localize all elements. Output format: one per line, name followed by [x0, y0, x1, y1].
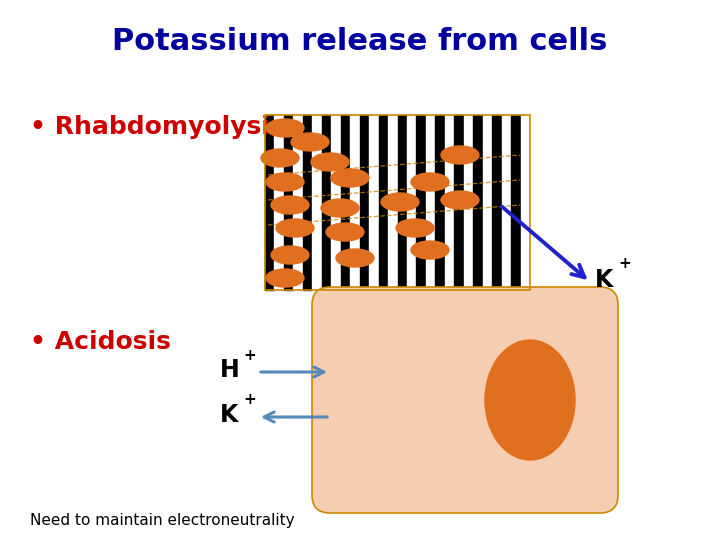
- Text: H: H: [220, 358, 240, 382]
- Ellipse shape: [266, 173, 304, 191]
- Bar: [416, 115, 426, 290]
- Text: +: +: [243, 348, 256, 362]
- Ellipse shape: [336, 249, 374, 267]
- Ellipse shape: [261, 149, 299, 167]
- Bar: [407, 115, 416, 290]
- Bar: [436, 115, 445, 290]
- Bar: [322, 115, 331, 290]
- Ellipse shape: [411, 241, 449, 259]
- Text: Need to maintain electroneutrality: Need to maintain electroneutrality: [30, 512, 294, 528]
- Bar: [265, 115, 274, 290]
- Bar: [341, 115, 350, 290]
- Bar: [312, 115, 322, 290]
- Text: K: K: [595, 268, 613, 292]
- Ellipse shape: [396, 219, 434, 237]
- Ellipse shape: [291, 133, 329, 151]
- Text: +: +: [243, 393, 256, 408]
- Bar: [445, 115, 454, 290]
- Text: • Rhabdomyolysis: • Rhabdomyolysis: [30, 115, 284, 139]
- Bar: [350, 115, 360, 290]
- Bar: [331, 115, 341, 290]
- Bar: [502, 115, 511, 290]
- Bar: [293, 115, 303, 290]
- Bar: [303, 115, 312, 290]
- Bar: [274, 115, 284, 290]
- Bar: [379, 115, 388, 290]
- Bar: [265, 115, 530, 290]
- Ellipse shape: [411, 173, 449, 191]
- Ellipse shape: [321, 199, 359, 217]
- Bar: [369, 115, 379, 290]
- Text: • Acidosis: • Acidosis: [30, 330, 171, 354]
- Bar: [426, 115, 436, 290]
- Bar: [521, 115, 530, 290]
- Ellipse shape: [311, 153, 349, 171]
- Ellipse shape: [485, 340, 575, 460]
- Text: +: +: [618, 255, 631, 271]
- Ellipse shape: [441, 146, 479, 164]
- Ellipse shape: [326, 223, 364, 241]
- Bar: [284, 115, 293, 290]
- Ellipse shape: [381, 193, 419, 211]
- Text: K: K: [220, 403, 238, 427]
- Ellipse shape: [271, 246, 309, 264]
- Bar: [482, 115, 492, 290]
- Ellipse shape: [276, 219, 314, 237]
- Bar: [492, 115, 502, 290]
- Bar: [511, 115, 521, 290]
- Ellipse shape: [266, 269, 304, 287]
- Bar: [360, 115, 369, 290]
- Bar: [454, 115, 464, 290]
- Ellipse shape: [331, 169, 369, 187]
- Bar: [388, 115, 397, 290]
- Ellipse shape: [271, 196, 309, 214]
- Ellipse shape: [441, 191, 479, 209]
- FancyBboxPatch shape: [312, 287, 618, 513]
- Ellipse shape: [266, 119, 304, 137]
- Text: Potassium release from cells: Potassium release from cells: [112, 28, 608, 57]
- Bar: [473, 115, 482, 290]
- Bar: [397, 115, 407, 290]
- Bar: [464, 115, 473, 290]
